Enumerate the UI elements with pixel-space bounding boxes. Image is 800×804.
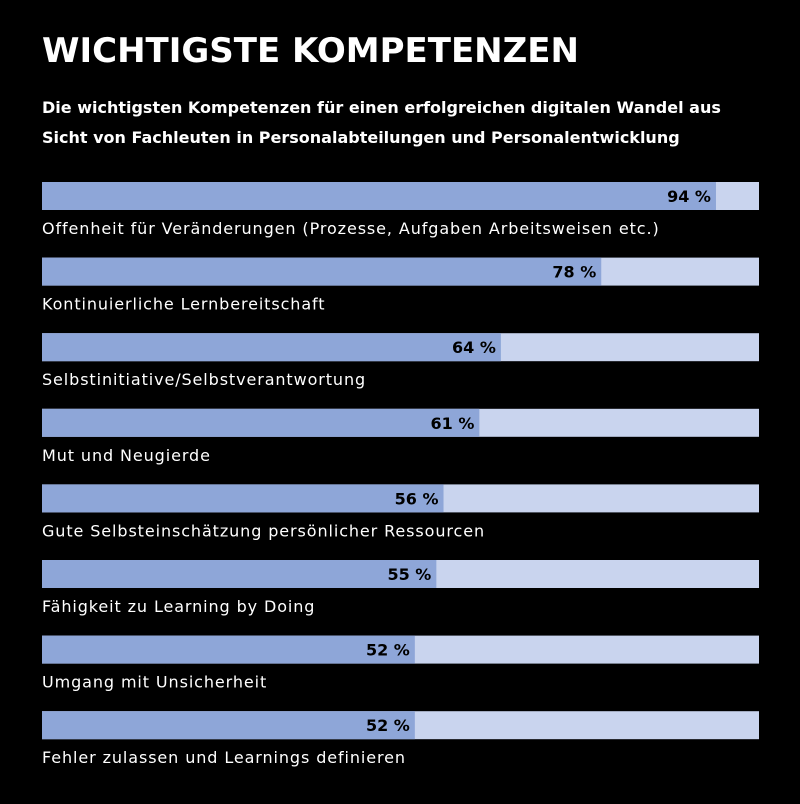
value-label: 52 % [366, 716, 410, 735]
bar [42, 257, 602, 286]
category-label: Selbstinitiative/Selbstverantwortung [42, 370, 366, 389]
bar [42, 484, 444, 513]
category-label: Mut und Neugierde [42, 446, 211, 465]
category-label: Fähigkeit zu Learning by Doing [42, 597, 315, 616]
category-label: Umgang mit Unsicherheit [42, 673, 267, 692]
subtitle: Die wichtigsten Kompetenzen für einen er… [42, 98, 721, 117]
value-label: 61 % [430, 414, 474, 433]
category-label: Offenheit für Veränderungen (Prozesse, A… [42, 219, 660, 238]
value-label: 94 % [667, 187, 711, 206]
value-label: 56 % [395, 489, 439, 508]
bar [42, 408, 480, 437]
chart-title: WICHTIGSTE KOMPETENZEN [42, 31, 579, 71]
bar [42, 711, 415, 740]
category-label: Fehler zulassen und Learnings definieren [42, 748, 406, 767]
value-label: 52 % [366, 641, 410, 660]
bar [42, 182, 716, 210]
category-label: Gute Selbsteinschätzung persönlicher Res… [42, 521, 485, 540]
value-label: 78 % [552, 263, 596, 282]
value-label: 64 % [452, 338, 496, 357]
bar [42, 333, 501, 362]
subtitle: Sicht von Fachleuten in Personalabteilun… [42, 128, 680, 147]
category-label: Kontinuierliche Lernbereitschaft [42, 295, 325, 314]
value-label: 55 % [387, 565, 431, 584]
bar [42, 635, 415, 664]
bar [42, 560, 437, 588]
